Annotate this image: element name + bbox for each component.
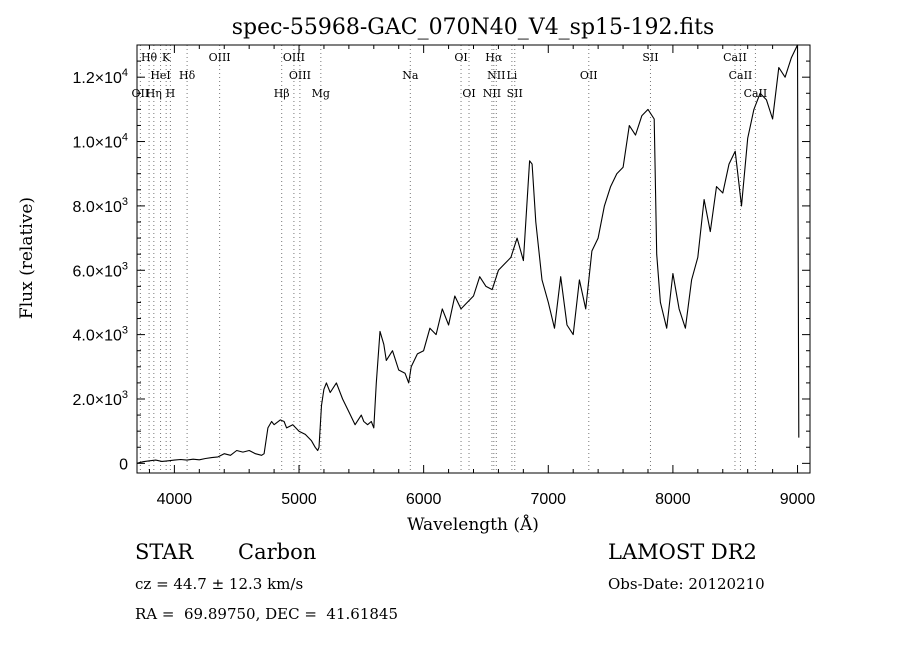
- redshift-cz: cz = 44.7 ± 12.3 km/s: [135, 575, 304, 593]
- observation-date: Obs-Date: 20120210: [608, 575, 765, 593]
- object-class: STAR: [135, 540, 194, 564]
- x-axis-label: Wavelength (Å): [407, 514, 539, 535]
- line-marker-label: OIII: [289, 69, 311, 82]
- line-marker-label: HeI: [150, 69, 170, 82]
- object-subclass: Carbon: [238, 540, 317, 564]
- line-marker-label: Hβ: [274, 87, 290, 100]
- line-marker-label: OIII: [283, 51, 305, 64]
- line-marker-label: OIII: [209, 51, 231, 64]
- y-tick-label: 0: [119, 456, 128, 473]
- line-marker-label: SII: [642, 51, 658, 64]
- line-marker-label: K: [162, 51, 171, 64]
- survey-name: LAMOST DR2: [608, 540, 757, 564]
- y-tick-label: 6.0×103: [72, 260, 128, 280]
- y-axis-label: Flux (relative): [17, 197, 37, 319]
- line-marker-label: NII: [483, 87, 501, 100]
- y-tick-label: 8.0×103: [72, 196, 128, 216]
- y-tick-label: 1.2×104: [72, 67, 128, 87]
- x-tick-label: 9000: [780, 491, 816, 508]
- line-marker-label: CaII: [729, 69, 753, 82]
- line-marker-label: NII: [487, 69, 505, 82]
- line-marker-label: Hη: [146, 87, 162, 100]
- line-marker-label: Mg: [312, 87, 330, 100]
- line-marker-label: OI: [454, 51, 467, 64]
- y-tick-label: 4.0×103: [72, 325, 128, 345]
- chart-title: spec-55968-GAC_070N40_V4_sp15-192.fits: [232, 15, 715, 40]
- spectrum-series: [136, 44, 800, 464]
- line-marker-label: Na: [402, 69, 419, 82]
- spectrum-line: [136, 44, 800, 464]
- line-marker-label: H: [166, 87, 176, 100]
- y-tick-label: 2.0×103: [72, 389, 128, 409]
- line-marker-label: Li: [506, 69, 517, 82]
- line-marker-label: Hδ: [179, 69, 196, 82]
- line-marker-label: Hθ: [141, 51, 158, 64]
- x-tick-label: 4000: [157, 491, 193, 508]
- line-marker-label: Hα: [485, 51, 503, 64]
- y-tick-label: 1.0×104: [72, 132, 128, 152]
- line-marker-label: OI: [462, 87, 475, 100]
- line-marker-label: OII: [580, 69, 598, 82]
- line-marker-label: CaII: [744, 87, 768, 100]
- axis-ticks: 4000 5000 6000 7000 8000 9000 0 2.0×103 4.0×103 6…: [72, 45, 815, 508]
- spectrum-chart: spec-55968-GAC_070N40_V4_sp15-192.fits F…: [17, 15, 815, 535]
- coordinates: RA = 69.89750, DEC = 41.61845: [135, 605, 399, 623]
- x-tick-label: 7000: [530, 491, 566, 508]
- line-marker-label: CaII: [723, 51, 747, 64]
- x-tick-label: 6000: [406, 491, 442, 508]
- x-tick-label: 5000: [281, 491, 317, 508]
- line-marker-label: SII: [507, 87, 523, 100]
- x-tick-label: 8000: [655, 491, 691, 508]
- plot-frame: [136, 44, 811, 474]
